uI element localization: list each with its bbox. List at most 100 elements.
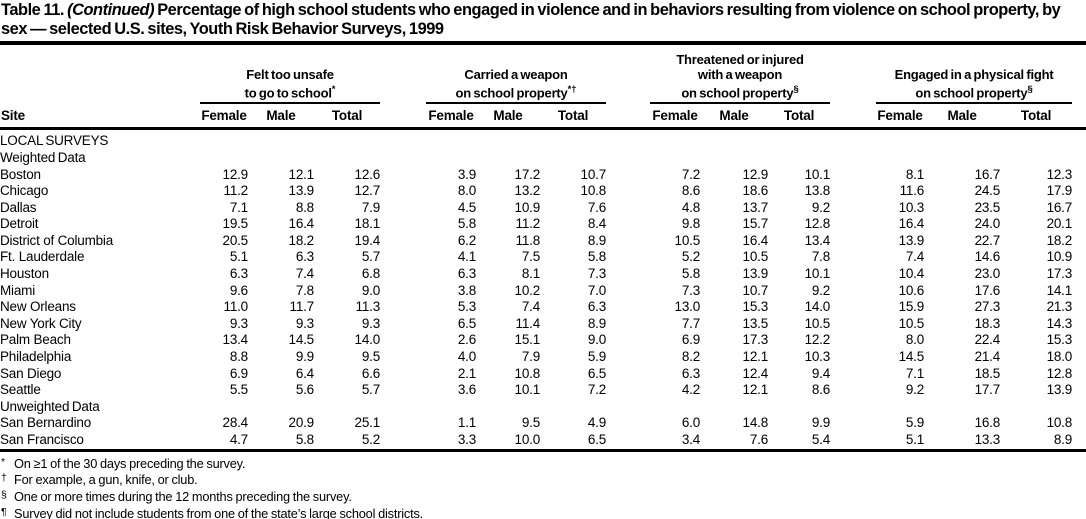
group-gap <box>380 316 426 333</box>
group-gap <box>830 200 876 217</box>
group-gap <box>606 382 650 399</box>
column-header-female: Female <box>426 103 477 131</box>
value-cell: 3.4 <box>681 432 701 448</box>
value-cell: 25.1 <box>354 415 381 431</box>
value-cell: 12.1 <box>288 166 315 182</box>
value-cell: 7.6 <box>749 432 769 448</box>
value-cell: 4.1 <box>457 249 477 265</box>
footnote-reference: * <box>331 84 336 95</box>
value-cell: 9.0 <box>587 332 607 348</box>
value-cell: 12.6 <box>354 166 381 182</box>
value-cell: 13.0 <box>674 299 701 315</box>
right-margin-spacer <box>1072 382 1086 399</box>
column-header-male: Male <box>700 103 769 131</box>
site-cell: Houston <box>0 266 49 282</box>
footnote-text: On ≥1 of the 30 days preceding the surve… <box>14 455 246 471</box>
value-cell: 5.3 <box>457 299 477 315</box>
value-cell: 17.3 <box>742 332 769 348</box>
value-cell: 9.3 <box>229 315 248 331</box>
value-cell: 13.5 <box>742 315 769 331</box>
column-header-total: Total <box>540 103 607 131</box>
group-header-row: Felt too unsafe to go to school* Carried a… <box>0 45 1086 105</box>
right-margin-spacer <box>1072 103 1086 131</box>
value-cell: 5.4 <box>811 432 831 448</box>
value-cell: 3.3 <box>457 432 477 448</box>
value-cell: 13.4 <box>222 332 249 348</box>
footnote-text: For example, a gun, knife, or club. <box>14 472 198 488</box>
value-cell: 6.3 <box>229 266 248 282</box>
table-row: Dallas 7.1 8.8 7.9 4.5 10.9 7.6 4.8 13.7 9.2 10.3 2… <box>0 200 1086 217</box>
group-header-line: Felt too unsafe <box>246 67 334 82</box>
column-header-female: Female <box>200 103 248 131</box>
table-header: Felt too unsafe to go to school* Carried a… <box>0 45 1086 131</box>
group-gap <box>606 432 650 449</box>
group-gap <box>380 332 426 349</box>
value-cell: 5.7 <box>361 382 381 398</box>
value-cell: 10.7 <box>580 166 607 182</box>
value-cell: 10.5 <box>674 232 701 248</box>
value-cell: 11.0 <box>223 299 249 315</box>
value-cell: 3.8 <box>457 282 477 298</box>
column-header-total: Total <box>1000 103 1073 131</box>
value-cell: 9.2 <box>811 199 831 215</box>
table-row: Palm Beach 13.4 14.5 14.0 2.6 15.1 9.0 6.9 17.3 1… <box>0 332 1086 349</box>
group-gap <box>380 299 426 316</box>
group-header-line: to go to school* <box>244 84 336 101</box>
value-cell: 12.8 <box>804 216 831 232</box>
value-cell: 8.0 <box>905 332 925 348</box>
value-cell: 15.1 <box>514 332 541 348</box>
value-cell: 18.2 <box>1046 232 1073 248</box>
group-gap <box>380 216 426 233</box>
value-cell: 6.5 <box>587 365 607 381</box>
value-cell: 8.6 <box>811 382 831 398</box>
right-margin-spacer <box>1072 167 1086 184</box>
value-cell: 28.4 <box>222 415 249 431</box>
group-gap <box>830 233 876 250</box>
footnote-asterisk: * On ≥1 of the 30 days preceding the surv… <box>1 455 1086 472</box>
footnote-reference: § <box>793 84 799 95</box>
table-row: San Bernardino 28.4 20.9 25.1 1.1 9.5 4.9 6.0 14… <box>0 415 1086 432</box>
value-cell: 20.1 <box>1046 216 1073 232</box>
value-cell: 12.8 <box>1046 365 1073 381</box>
value-cell: 11.3 <box>355 299 381 315</box>
value-cell: 27.3 <box>974 299 1001 315</box>
value-cell: 5.2 <box>681 249 701 265</box>
value-cell: 18.1 <box>354 216 381 232</box>
group-gap <box>830 216 876 233</box>
value-cell: 17.9 <box>1046 183 1073 199</box>
value-cell: 7.4 <box>521 299 541 315</box>
right-margin-spacer <box>1072 349 1086 366</box>
table-continued-label: (Continued) <box>67 1 155 19</box>
value-cell: 19.5 <box>222 216 249 232</box>
value-cell: 10.4 <box>898 266 925 282</box>
right-margin-spacer <box>1072 249 1086 266</box>
value-cell: 10.1 <box>804 266 831 282</box>
right-margin-spacer <box>1072 283 1086 300</box>
value-cell: 7.4 <box>295 266 314 282</box>
group-gap <box>606 283 650 300</box>
value-cell: 14.5 <box>898 349 925 365</box>
table-row: San Diego 6.9 6.4 6.6 2.1 10.8 6.5 6.3 12.4 9.4 7.… <box>0 366 1086 383</box>
value-cell: 5.8 <box>681 266 701 282</box>
group-header: Felt too unsafe to go to school* <box>200 45 381 105</box>
value-cell: 14.6 <box>974 249 1001 265</box>
value-cell: 8.6 <box>681 183 701 199</box>
value-cell: 16.8 <box>974 415 1001 431</box>
value-cell: 24.0 <box>974 216 1001 232</box>
table-row: Houston 6.3 7.4 6.8 6.3 8.1 7.3 5.8 13.9 10.1 10.4… <box>0 266 1086 283</box>
group-header-line: Threatened or injured <box>676 52 804 67</box>
column-header-male: Male <box>924 103 1001 131</box>
section-heading-row: Unweighted Data <box>0 399 1086 416</box>
value-cell: 4.0 <box>457 349 477 365</box>
value-cell: 24.5 <box>974 183 1001 199</box>
group-gap <box>606 316 650 333</box>
value-cell: 2.6 <box>457 332 477 348</box>
value-cell: 11.6 <box>899 183 925 199</box>
column-header-total: Total <box>768 103 831 131</box>
table-title: Table 11. (Continued) Percentage of high… <box>0 0 1086 41</box>
value-cell: 10.9 <box>514 199 541 215</box>
column-header-male: Male <box>248 103 314 131</box>
value-cell: 12.7 <box>354 183 381 199</box>
value-cell: 14.0 <box>804 299 831 315</box>
value-cell: 16.4 <box>742 232 769 248</box>
